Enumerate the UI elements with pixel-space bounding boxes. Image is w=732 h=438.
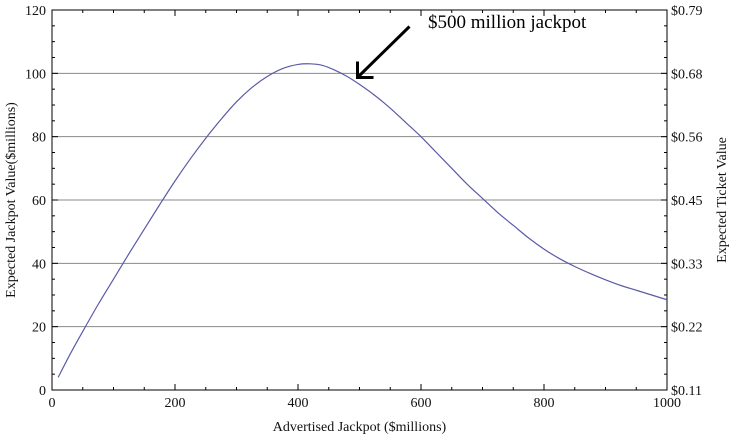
x-tick-label: 0 [49,396,56,411]
y2-tick-label: $0.22 [671,321,703,336]
annotation-arrow-icon [357,25,411,78]
annotation-text: $500 million jackpot [428,12,587,33]
x-tick-label: 800 [534,396,555,411]
x-axis-label: Advertised Jackpot ($millions) [273,420,447,435]
y2-tick-label: $0.68 [671,67,703,82]
y2-tick-label: $0.79 [671,4,703,19]
y2-tick-label: $0.45 [671,194,703,209]
y-tick-label: 0 [39,384,46,399]
y-tick-label: 100 [25,67,46,82]
y-tick-label: 80 [32,131,46,146]
grid-lines [52,72,667,328]
y-axis-label: Expected Jackpot Value($millions) [4,102,19,298]
x-tick-label: 400 [288,396,309,411]
annotation: $500 million jackpot [356,12,587,79]
y-tick-label: 120 [25,4,46,19]
series-line [57,63,668,378]
y2-tick-label: $0.56 [671,131,703,146]
y-tick-label: 60 [32,194,46,209]
y2-tick-label: $0.11 [671,384,702,399]
axis-tick-labels: 0 $0.11 20 $0.22 40 $0.33 60 $0.45 80 $0.56 100 $0.… [25,4,703,411]
axis-ticks [51,9,668,391]
annotation-arrowhead-icon [356,61,374,79]
y-tick-label: 20 [32,321,46,336]
y2-axis-label: Expected Ticket Value [715,137,730,263]
x-tick-label: 1000 [653,396,681,411]
x-tick-label: 600 [411,396,432,411]
x-tick-label: 200 [165,396,186,411]
y-tick-label: 40 [32,257,46,272]
y2-tick-label: $0.33 [671,257,703,272]
